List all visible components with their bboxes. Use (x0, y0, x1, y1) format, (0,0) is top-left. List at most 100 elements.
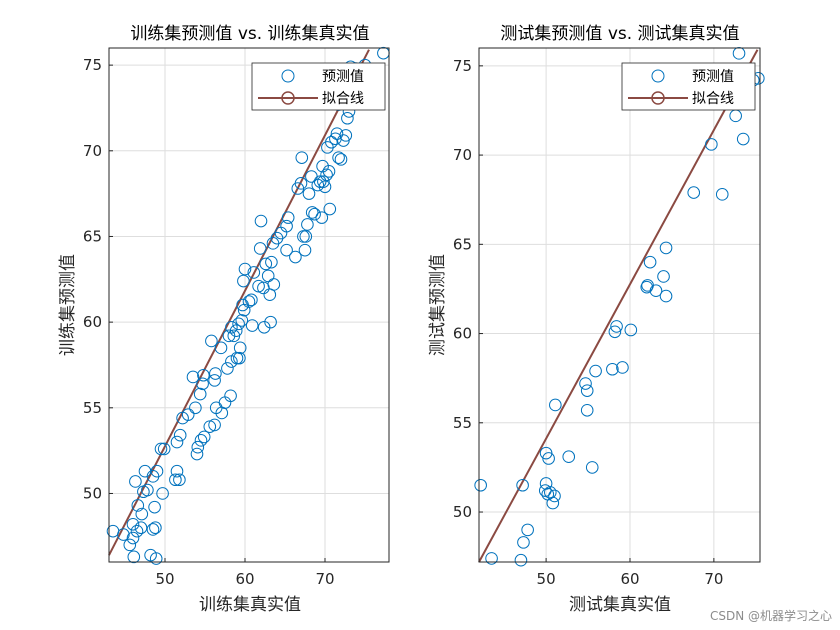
train-data-point (245, 319, 259, 332)
test-data-point (649, 284, 663, 298)
train-y-tick-label: 65 (83, 227, 102, 245)
train-data-point (322, 165, 336, 178)
test-data-point (585, 461, 599, 474)
test-chart-title: 测试集预测值 vs. 测试集真实值 (500, 24, 739, 44)
train-data-point (242, 295, 256, 308)
train-y-tick-label: 75 (83, 56, 102, 74)
train-data-point (280, 219, 293, 233)
test-y-tick-label: 70 (453, 146, 472, 164)
train-x-tick-label: 70 (315, 570, 334, 588)
test-data-point (485, 552, 498, 565)
train-data-point (157, 442, 171, 456)
train-data-point (208, 418, 221, 432)
train-data-point (294, 177, 308, 190)
test-legend-box (621, 62, 756, 111)
train-data-point (301, 218, 314, 231)
train-data-point (238, 262, 252, 276)
test-data-point (517, 536, 530, 549)
train-data-point (197, 430, 211, 444)
train-data-point (302, 187, 316, 200)
test-data-point (606, 362, 619, 376)
train-x-axis-label: 训练集真实值 (199, 595, 301, 615)
train-data-point (341, 111, 354, 125)
train-chart-title: 训练集预测值 vs. 训练集真实值 (130, 24, 369, 44)
train-data-point (235, 314, 249, 327)
test-data-point (562, 450, 576, 464)
train-data-point (117, 528, 130, 541)
train-data-point (247, 266, 261, 279)
test-data-point (705, 138, 718, 151)
train-legend-marker-predicted (281, 69, 295, 83)
train-y-tick-label: 55 (83, 399, 102, 417)
test-data-point (539, 477, 553, 490)
train-data-point (149, 521, 162, 535)
test-y-tick-label: 50 (453, 503, 472, 521)
test-data-point (608, 325, 622, 339)
test-data-point (589, 364, 602, 378)
train-data-point (190, 447, 204, 461)
train-data-point (130, 524, 144, 538)
train-data-point (233, 351, 246, 365)
train-data-point (169, 473, 182, 487)
train-data-point (232, 317, 245, 331)
train-data-point (264, 315, 277, 329)
train-data-point (209, 367, 222, 380)
train-data-point (267, 278, 281, 291)
test-data-point (624, 323, 638, 337)
train-legend-box (251, 62, 386, 111)
test-data-point (643, 255, 657, 269)
train-data-point (203, 420, 217, 433)
train-data-point (129, 475, 142, 488)
train-data-point (126, 531, 140, 545)
test-x-tick-label: 60 (620, 570, 639, 588)
train-data-point (193, 387, 207, 401)
test-legend-label-fit: 拟合线 (692, 91, 734, 107)
train-data-point (254, 214, 268, 228)
train-x-tick-label: 50 (155, 570, 174, 588)
train-data-point (141, 483, 154, 497)
test-data-point (580, 403, 594, 417)
train-data-point (208, 374, 221, 387)
test-data-point (579, 377, 592, 390)
train-data-point (196, 377, 209, 391)
test-y-tick-label: 60 (453, 325, 472, 343)
train-data-point (316, 159, 329, 173)
test-fit-line-group (478, 49, 759, 563)
train-data-point (214, 341, 228, 355)
train-data-point (318, 180, 332, 194)
test-legend: 预测值 拟合线 (621, 62, 756, 111)
train-data-point (194, 434, 208, 447)
train-data-point (281, 211, 295, 224)
train-x-tick-label: 60 (235, 570, 254, 588)
train-data-point (257, 320, 271, 334)
train-data-point (146, 523, 160, 536)
test-data-point (715, 188, 729, 201)
train-data-point (170, 464, 184, 478)
test-y-axis-label: 测试集预测值 (428, 254, 448, 356)
train-data-point (298, 243, 312, 257)
test-axes-box (478, 47, 761, 563)
test-y-tick-label: 55 (453, 414, 472, 432)
test-data-point (546, 496, 560, 510)
test-fit-line (478, 49, 759, 563)
train-axes-box (108, 47, 390, 563)
train-x-ticks: 50 60 70 (155, 558, 335, 588)
train-data-point (253, 242, 267, 255)
train-data-point (127, 550, 141, 564)
train-data-point (173, 428, 187, 442)
train-data-point (299, 230, 313, 243)
train-y-ticks: 50 55 60 65 70 75 (83, 56, 113, 502)
train-data-point (289, 250, 302, 264)
train-data-point (229, 324, 243, 338)
test-data-point (514, 553, 528, 567)
test-legend-marker-predicted (651, 69, 665, 83)
train-data-point (233, 341, 247, 355)
test-data-point (659, 241, 673, 255)
test-scatter-panel: 测试集预测值 vs. 测试集真实值 50 60 70 50 55 60 65 70 75 测试… (428, 24, 765, 615)
test-data-point (610, 320, 623, 333)
train-data-point (280, 243, 293, 257)
train-data-point (295, 151, 309, 164)
test-y-tick-label: 75 (453, 57, 472, 75)
test-legend-label-predicted: 预测值 (692, 69, 734, 85)
test-grid (479, 48, 760, 562)
